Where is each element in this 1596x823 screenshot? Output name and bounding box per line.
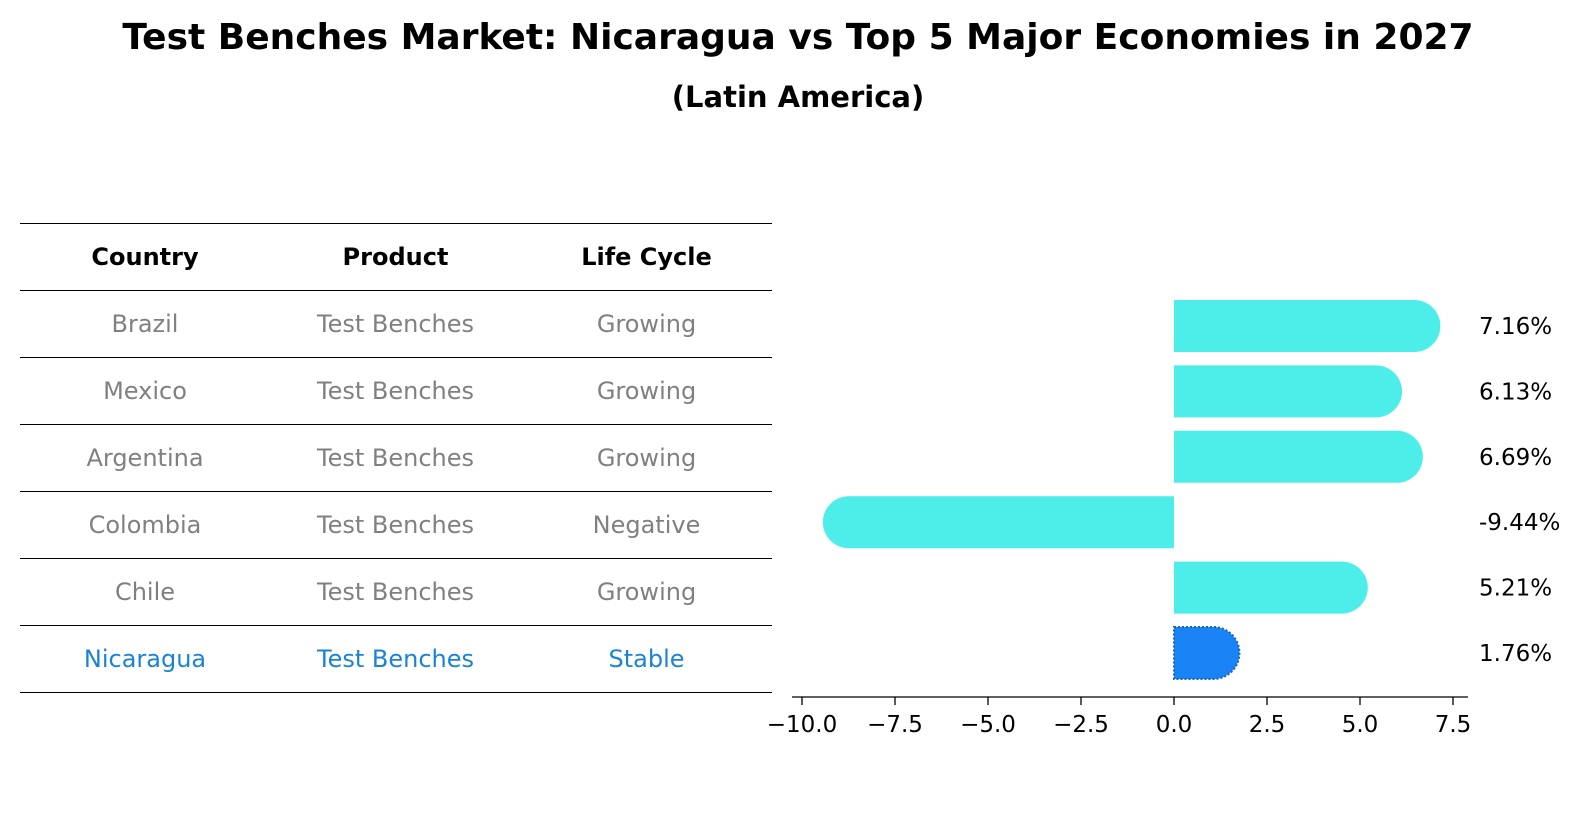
cell-country: Chile xyxy=(20,558,270,626)
bar-value-label: 6.69% xyxy=(1479,445,1552,471)
table-header-row: Country Product Life Cycle xyxy=(20,223,772,291)
bar-value-label: 1.76% xyxy=(1479,641,1552,667)
cell-country: Nicaragua xyxy=(20,625,270,693)
cell-life-cycle: Stable xyxy=(521,625,772,693)
cell-life-cycle: Growing xyxy=(521,290,772,358)
bar-value-label: 6.13% xyxy=(1479,379,1552,405)
cell-product: Test Benches xyxy=(270,424,521,492)
x-tick-label: −10.0 xyxy=(767,712,837,738)
x-tick-label: 5.0 xyxy=(1342,712,1379,738)
cell-product: Test Benches xyxy=(270,558,521,626)
x-tick-label: 2.5 xyxy=(1249,712,1286,738)
table-row: Chile Test Benches Growing xyxy=(20,558,772,626)
cell-life-cycle: Negative xyxy=(521,491,772,559)
bar-value-label: -9.44% xyxy=(1479,510,1560,536)
bar xyxy=(1174,430,1423,483)
bar xyxy=(1174,561,1368,614)
table-row-highlight: Nicaragua Test Benches Stable xyxy=(20,625,772,693)
cell-life-cycle: Growing xyxy=(521,558,772,626)
x-tick-label: −7.5 xyxy=(867,712,923,738)
x-tick-label: −5.0 xyxy=(960,712,1016,738)
cell-product: Test Benches xyxy=(270,491,521,559)
bar xyxy=(1174,365,1403,418)
chart-subtitle: (Latin America) xyxy=(671,80,925,114)
cell-life-cycle: Growing xyxy=(521,424,772,492)
bar-highlight xyxy=(1173,626,1241,680)
bar-value-label: 5.21% xyxy=(1479,576,1552,602)
bar-value-label: 7.16% xyxy=(1479,314,1552,340)
header-life-cycle: Life Cycle xyxy=(521,223,772,291)
header-country: Country xyxy=(20,223,270,291)
x-tick-label: 0.0 xyxy=(1156,712,1193,738)
table-row: Mexico Test Benches Growing xyxy=(20,357,772,425)
x-tick-label: 7.5 xyxy=(1435,712,1472,738)
bar xyxy=(1174,300,1441,352)
cell-product: Test Benches xyxy=(270,290,521,358)
cell-product: Test Benches xyxy=(270,357,521,425)
cell-country: Colombia xyxy=(20,491,270,559)
bar xyxy=(822,496,1174,549)
cell-country: Mexico xyxy=(20,357,270,425)
cell-product: Test Benches xyxy=(270,625,521,693)
cell-country: Brazil xyxy=(20,290,270,358)
cell-country: Argentina xyxy=(20,424,270,492)
x-tick-label: −2.5 xyxy=(1053,712,1109,738)
chart-title: Test Benches Market: Nicaragua vs Top 5 … xyxy=(122,17,1474,58)
table-row: Colombia Test Benches Negative xyxy=(20,491,772,559)
table-row: Argentina Test Benches Growing xyxy=(20,424,772,492)
data-table: Country Product Life Cycle Brazil Test B… xyxy=(20,223,772,693)
header-product: Product xyxy=(270,223,521,291)
table-row: Brazil Test Benches Growing xyxy=(20,290,772,358)
